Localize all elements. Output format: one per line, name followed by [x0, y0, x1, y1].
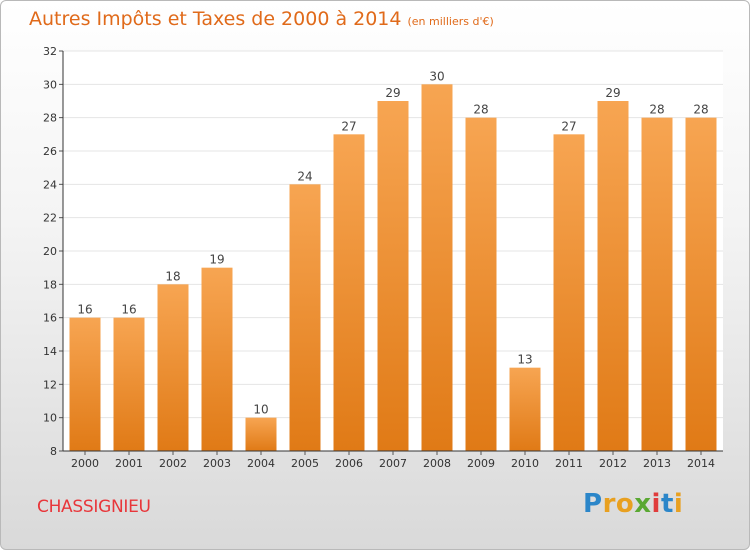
- data-label: 13: [517, 353, 532, 367]
- data-label: 27: [341, 119, 356, 133]
- x-tick-label: 2014: [687, 457, 715, 470]
- data-label: 18: [165, 269, 180, 283]
- logo-letter: x: [634, 489, 652, 519]
- x-tick-label: 2007: [379, 457, 407, 470]
- y-tick-label: 12: [43, 378, 57, 391]
- bar: [113, 317, 145, 451]
- x-tick-label: 2012: [599, 457, 627, 470]
- y-tick-label: 30: [43, 78, 57, 91]
- x-tick-label: 2008: [423, 457, 451, 470]
- chart-title: Autres Impôts et Taxes de 2000 à 2014 (en…: [29, 8, 494, 30]
- data-label: 16: [121, 303, 136, 317]
- x-tick-label: 2010: [511, 457, 539, 470]
- bar: [245, 417, 277, 451]
- bar: [377, 101, 409, 451]
- y-tick-label: 14: [43, 345, 57, 358]
- logo-letter: r: [602, 489, 616, 519]
- bar: [685, 117, 717, 452]
- y-tick-label: 28: [43, 112, 57, 125]
- x-tick-label: 2003: [203, 457, 231, 470]
- bar: [509, 367, 541, 451]
- data-label: 24: [297, 169, 312, 183]
- data-label: 30: [429, 69, 444, 83]
- data-label: 29: [385, 86, 400, 100]
- y-tick-label: 16: [43, 312, 57, 325]
- bar: [69, 317, 101, 451]
- logo-letter: i: [651, 489, 661, 519]
- place-name: CHASSIGNIEU: [37, 497, 151, 517]
- bar: [597, 101, 629, 451]
- chart-subtitle: (en milliers d'€): [407, 15, 494, 28]
- data-label: 19: [209, 253, 224, 267]
- bar: [465, 117, 497, 452]
- bar: [157, 284, 189, 451]
- y-tick-label: 24: [43, 178, 57, 191]
- proxiti-logo: Proxiti: [583, 489, 683, 519]
- y-tick-label: 22: [43, 212, 57, 225]
- y-tick-label: 20: [43, 245, 57, 258]
- bar: [641, 117, 673, 452]
- x-tick-label: 2013: [643, 457, 671, 470]
- bar: [201, 267, 233, 451]
- logo-letter: i: [673, 489, 684, 519]
- x-tick-label: 2000: [71, 457, 99, 470]
- x-tick-label: 2002: [159, 457, 187, 470]
- data-label: 10: [253, 403, 268, 417]
- bar: [553, 134, 585, 452]
- y-tick-label: 10: [43, 412, 57, 425]
- data-label: 29: [605, 86, 620, 100]
- data-label: 16: [77, 303, 92, 317]
- data-label: 28: [693, 103, 708, 117]
- x-tick-label: 2001: [115, 457, 143, 470]
- y-tick-label: 18: [43, 278, 57, 291]
- bar: [333, 134, 365, 452]
- data-label: 28: [473, 103, 488, 117]
- data-label: 27: [561, 119, 576, 133]
- y-tick-label: 32: [43, 45, 57, 58]
- data-label: 28: [649, 103, 664, 117]
- x-tick-label: 2004: [247, 457, 275, 470]
- bar: [289, 184, 321, 452]
- x-tick-label: 2005: [291, 457, 319, 470]
- title-text: Autres Impôts et Taxes de 2000 à 2014: [29, 8, 402, 30]
- logo-letter: P: [583, 489, 603, 519]
- y-tick-label: 26: [43, 145, 57, 158]
- x-tick-label: 2006: [335, 457, 363, 470]
- x-tick-label: 2009: [467, 457, 495, 470]
- y-tick-label: 8: [50, 445, 57, 458]
- logo-letter: o: [615, 489, 635, 519]
- logo-letter: t: [660, 489, 674, 519]
- bar: [421, 84, 453, 451]
- x-tick-label: 2011: [555, 457, 583, 470]
